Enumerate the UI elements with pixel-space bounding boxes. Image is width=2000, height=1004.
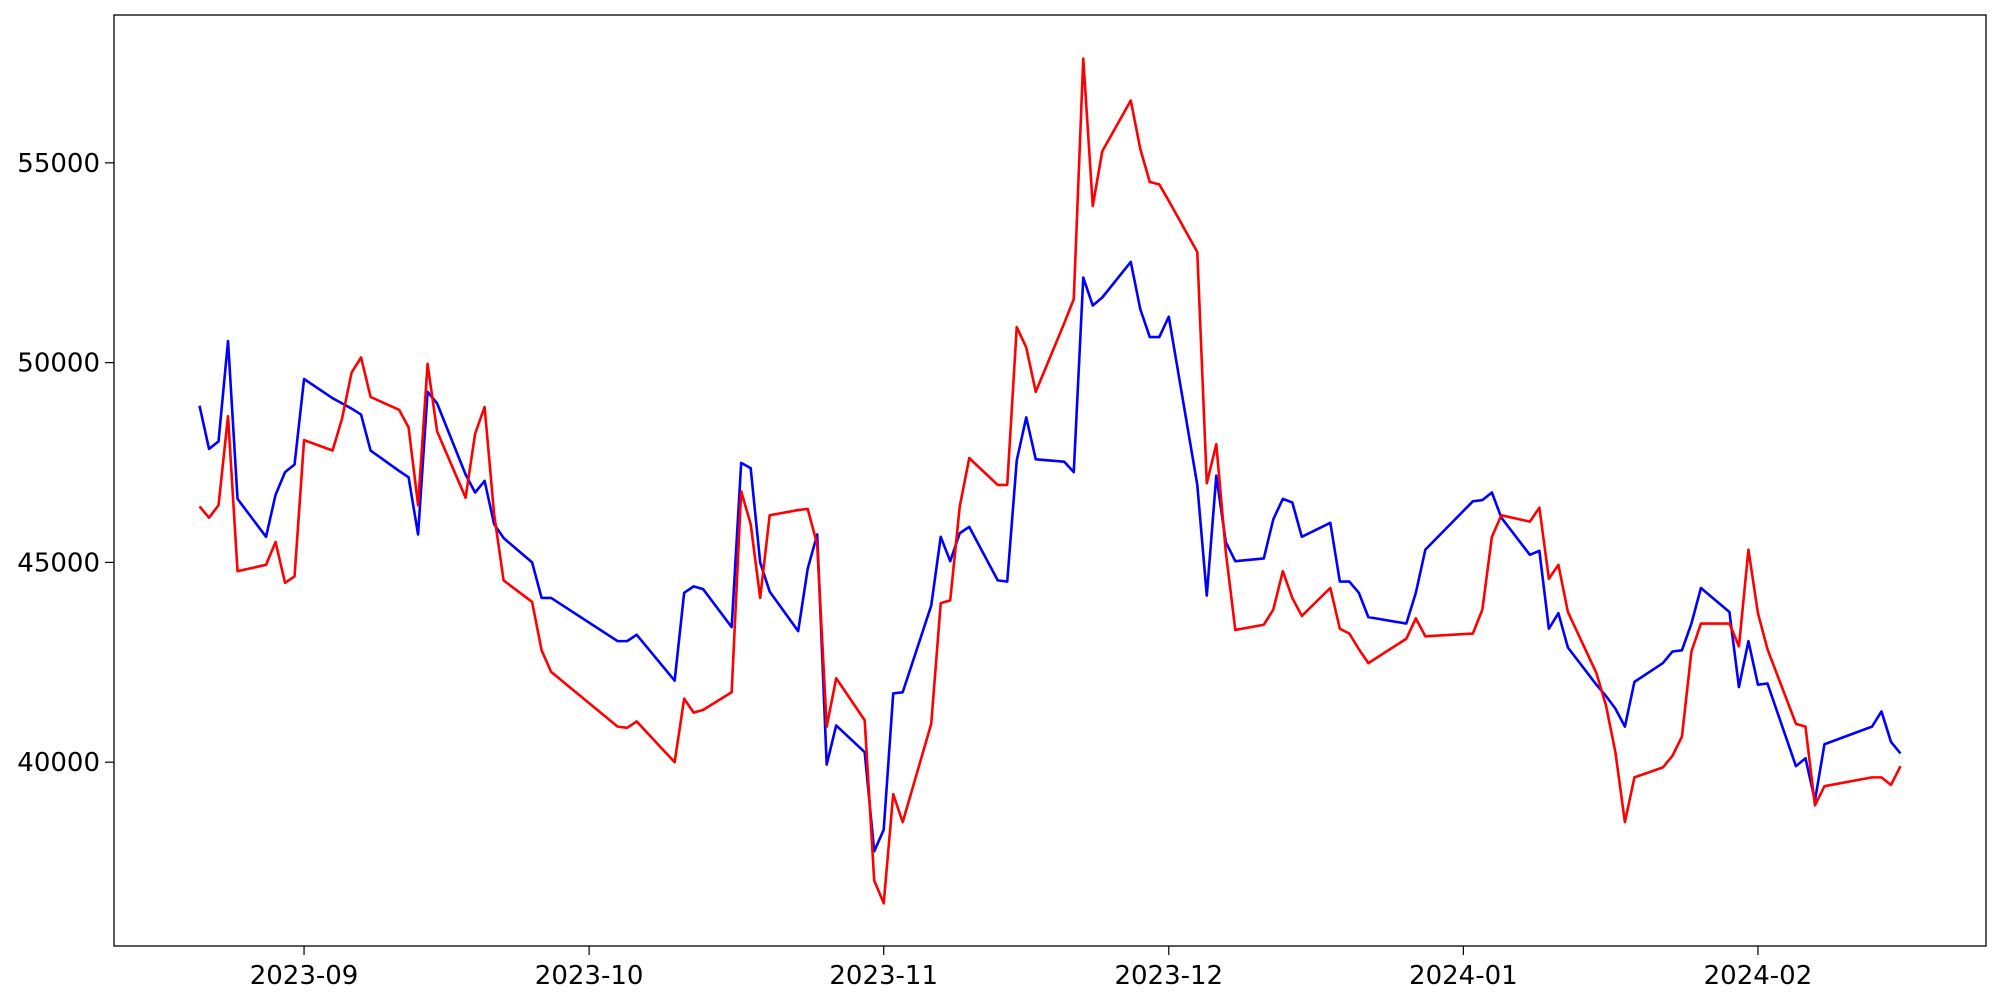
x-tick-label: 2023-11 bbox=[829, 961, 938, 991]
x-tick-label: 2023-09 bbox=[250, 961, 359, 991]
plot-frame bbox=[113, 14, 1987, 947]
y-tick-label: 40000 bbox=[17, 748, 100, 778]
y-tick-label: 45000 bbox=[17, 548, 100, 578]
x-tick-label: 2023-10 bbox=[535, 961, 644, 991]
series-line bbox=[198, 57, 1902, 905]
series-line bbox=[198, 260, 1902, 853]
x-tick-label: 2024-01 bbox=[1409, 961, 1518, 991]
y-tick-label: 50000 bbox=[17, 349, 100, 379]
x-tick-label: 2024-02 bbox=[1704, 961, 1813, 991]
x-tick-label: 2023-12 bbox=[1114, 961, 1223, 991]
y-tick-label: 55000 bbox=[17, 149, 100, 179]
